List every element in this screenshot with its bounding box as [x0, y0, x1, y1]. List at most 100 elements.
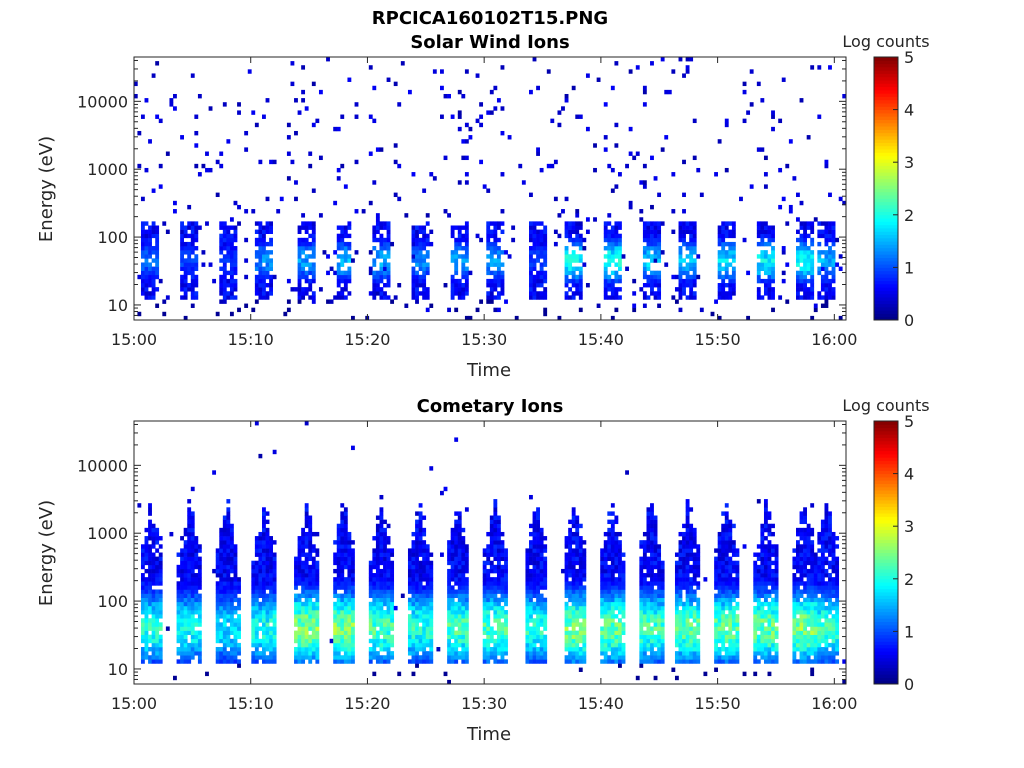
- heatmap-cell: [767, 295, 772, 300]
- heatmap-cell: [610, 589, 615, 594]
- heatmap-cell: [593, 143, 597, 148]
- heatmap-cell: [692, 246, 697, 251]
- heatmap-cell: [375, 544, 380, 549]
- heatmap-cell: [529, 89, 533, 95]
- heatmap-cell: [155, 610, 160, 615]
- heatmap-cell: [340, 246, 345, 251]
- heatmap-cell: [642, 564, 647, 570]
- heatmap-cell: [265, 585, 270, 590]
- heatmap-cell: [578, 659, 583, 664]
- heatmap-cell: [568, 581, 573, 586]
- heatmap-cell: [628, 69, 633, 74]
- heatmap-cell: [226, 560, 231, 566]
- heatmap-cell: [532, 221, 537, 226]
- heatmap-cell: [539, 560, 544, 566]
- heatmap-cell: [340, 585, 345, 590]
- heatmap-cell: [618, 552, 622, 557]
- heatmap-cell: [219, 527, 224, 533]
- heatmap-cell: [297, 568, 302, 574]
- heatmap-cell: [457, 585, 462, 590]
- heatmap-cell: [529, 552, 533, 557]
- heatmap-cell: [336, 523, 341, 529]
- heatmap-cell: [262, 560, 266, 566]
- heatmap-cell: [678, 237, 683, 243]
- heatmap-cell: [425, 233, 430, 239]
- heatmap-cell: [454, 568, 459, 574]
- heatmap-cell: [525, 552, 530, 557]
- heatmap-cell: [190, 531, 195, 537]
- heatmap-cell: [151, 552, 156, 557]
- heatmap-cell: [343, 626, 348, 631]
- heatmap-cell: [496, 573, 501, 578]
- heatmap-cell: [642, 597, 647, 603]
- heatmap-cell: [343, 659, 348, 664]
- colorbar-segment: [874, 63, 898, 68]
- heatmap-cell: [311, 564, 316, 570]
- heatmap-cell: [372, 655, 377, 660]
- heatmap-cell: [155, 568, 160, 574]
- heatmap-cell: [525, 610, 530, 615]
- heatmap-cell: [336, 618, 341, 623]
- heatmap-cell: [158, 601, 163, 607]
- heatmap-cell: [678, 577, 683, 582]
- heatmap-cell: [336, 548, 341, 553]
- heatmap-cell: [603, 287, 608, 292]
- heatmap-cell: [212, 470, 217, 475]
- heatmap-cell: [646, 221, 651, 226]
- heatmap-cell: [564, 638, 569, 644]
- heatmap-cell: [806, 266, 811, 271]
- heatmap-cell: [194, 114, 199, 119]
- heatmap-cell: [529, 237, 533, 243]
- heatmap-cell: [639, 593, 644, 599]
- heatmap-cell: [482, 581, 487, 586]
- heatmap-cell: [678, 642, 683, 648]
- heatmap-cell: [407, 638, 412, 644]
- heatmap-cell: [422, 655, 427, 660]
- heatmap-cell: [372, 556, 377, 562]
- heatmap-cell: [297, 258, 302, 263]
- heatmap-cell: [158, 593, 163, 599]
- heatmap-cell: [265, 564, 270, 570]
- heatmap-cell: [340, 642, 345, 648]
- heatmap-cell: [219, 605, 224, 611]
- heatmap-cell: [543, 233, 548, 239]
- heatmap-cell: [383, 568, 387, 574]
- heatmap-cell: [422, 630, 427, 635]
- heatmap-cell: [610, 552, 615, 557]
- heatmap-cell: [678, 638, 683, 644]
- heatmap-cell: [539, 556, 544, 562]
- heatmap-cell: [464, 626, 469, 631]
- heatmap-cell: [799, 221, 804, 226]
- heatmap-cell: [351, 315, 355, 321]
- heatmap-cell: [383, 544, 387, 549]
- heatmap-cell: [810, 291, 815, 296]
- heatmap-cell: [571, 610, 576, 615]
- heatmap-cell: [457, 573, 462, 578]
- heatmap-cell: [564, 225, 569, 230]
- heatmap-cell: [582, 651, 587, 656]
- heatmap-cell: [582, 647, 587, 652]
- heatmap-cell: [489, 552, 494, 557]
- heatmap-cell: [308, 601, 313, 607]
- heatmap-cell: [529, 634, 533, 640]
- heatmap-cell: [148, 536, 152, 541]
- heatmap-cell: [151, 618, 156, 623]
- heatmap-cell: [785, 221, 790, 226]
- colorbar-segment: [874, 277, 898, 282]
- heatmap-cell: [254, 250, 259, 255]
- heatmap-cell: [429, 626, 434, 631]
- heatmap-cell: [454, 614, 459, 619]
- heatmap-cell: [571, 515, 576, 520]
- heatmap-cell: [461, 262, 466, 267]
- heatmap-cell: [151, 601, 156, 607]
- heatmap-cell: [820, 295, 825, 300]
- heatmap-cell: [375, 651, 380, 656]
- heatmap-cell: [496, 659, 501, 664]
- heatmap-cell: [607, 237, 612, 243]
- heatmap-cell: [272, 642, 277, 648]
- heatmap-cell: [190, 593, 195, 599]
- colorbar-segment: [874, 116, 898, 120]
- heatmap-cell: [368, 589, 373, 594]
- heatmap-cell: [379, 601, 384, 607]
